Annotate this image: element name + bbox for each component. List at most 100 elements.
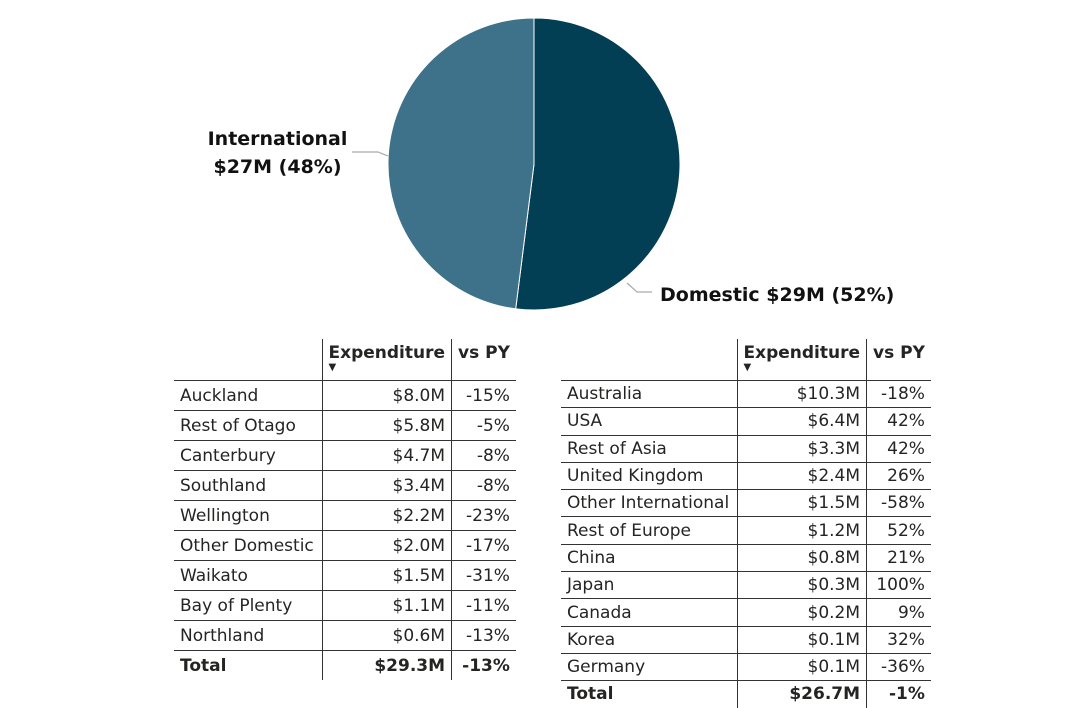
pie-svg — [352, 17, 681, 311]
international-cell-label: Japan — [561, 571, 737, 600]
international-cell-vs-py: 100% — [866, 571, 931, 600]
domestic-cell-expenditure: $3.4M — [321, 470, 452, 501]
international-table-row[interactable]: Canada $0.2M 9% — [561, 598, 931, 627]
international-cell-label: Australia — [561, 380, 737, 409]
international-cell-label: USA — [561, 407, 737, 436]
domestic-table: Expenditure ▼ vs PY Auckland $8.0M -15% Res… — [174, 339, 516, 680]
domestic-cell-expenditure: $4.7M — [321, 440, 452, 471]
domestic-cell-vs-py: -23% — [451, 500, 516, 531]
international-cell-expenditure: $1.2M — [736, 516, 867, 545]
domestic-cell-vs-py: -17% — [451, 530, 516, 561]
pie-label-international-value: $27M (48%) — [213, 156, 342, 178]
international-table: Expenditure ▼ vs PY Australia $10.3M -18% U… — [561, 339, 931, 708]
domestic-cell-label: Northland — [174, 620, 322, 651]
international-table-row[interactable]: Germany $0.1M -36% — [561, 653, 931, 682]
international-cell-vs-py: 32% — [866, 626, 931, 654]
domestic-cell-expenditure: $1.1M — [321, 590, 452, 621]
international-table-row[interactable]: China $0.8M 21% — [561, 544, 931, 573]
international-cell-label: Rest of Asia — [561, 435, 737, 463]
domestic-total-label: Total — [180, 655, 227, 676]
domestic-cell-expenditure: $2.0M — [321, 530, 452, 561]
domestic-cell-label: Canterbury — [174, 440, 322, 471]
international-table-row[interactable]: United Kingdom $2.4M 26% — [561, 462, 931, 491]
domestic-cell-label: Bay of Plenty — [174, 590, 322, 621]
domestic-total-vs-py: -13% — [451, 650, 516, 680]
domestic-table-row[interactable]: Waikato $1.5M -31% — [174, 560, 516, 591]
domestic-table-row[interactable]: Canterbury $4.7M -8% — [174, 440, 516, 471]
domestic-total-row: Total $29.3M -13% — [174, 650, 516, 680]
domestic-cell-label: Auckland — [174, 380, 322, 411]
international-cell-label: Canada — [561, 598, 737, 627]
domestic-table-row[interactable]: Other Domestic $2.0M -17% — [174, 530, 516, 561]
domestic-table-row[interactable]: Southland $3.4M -8% — [174, 470, 516, 501]
domestic-total-expenditure: $29.3M — [321, 650, 452, 680]
domestic-cell-label: Southland — [174, 470, 322, 501]
international-cell-vs-py: 26% — [866, 462, 931, 491]
leader-line-international — [352, 151, 389, 157]
international-table-row[interactable]: Other International $1.5M -58% — [561, 489, 931, 518]
domestic-cell-vs-py: -8% — [451, 440, 516, 471]
international-cell-vs-py: 42% — [866, 407, 931, 436]
domestic-table-row[interactable]: Northland $0.6M -13% — [174, 620, 516, 651]
pie-label-international-name: International — [207, 128, 348, 150]
domestic-cell-label: Wellington — [174, 500, 322, 531]
domestic-cell-vs-py: -11% — [451, 590, 516, 621]
domestic-cell-label: Other Domestic — [174, 530, 322, 561]
international-cell-label: United Kingdom — [561, 462, 737, 491]
international-cell-expenditure: $1.5M — [736, 489, 867, 518]
international-cell-expenditure: $0.1M — [736, 653, 867, 682]
international-cell-expenditure: $0.2M — [736, 598, 867, 627]
domestic-cell-vs-py: -13% — [451, 620, 516, 651]
international-cell-vs-py: -36% — [866, 653, 931, 682]
international-cell-expenditure: $0.8M — [736, 544, 867, 573]
international-table-row[interactable]: Rest of Asia $3.3M 42% — [561, 435, 931, 463]
international-cell-vs-py: 9% — [866, 598, 931, 627]
international-cell-label: Germany — [561, 653, 737, 682]
domestic-col-expenditure[interactable]: Expenditure ▼ — [321, 339, 452, 381]
domestic-col-vspy[interactable]: vs PY — [451, 339, 516, 381]
domestic-table-row[interactable]: Wellington $2.2M -23% — [174, 500, 516, 531]
international-table-row[interactable]: Korea $0.1M 32% — [561, 626, 931, 654]
pie-label-domestic: Domestic $29M (52%) — [660, 284, 895, 306]
pie-slice-domestic[interactable] — [515, 17, 681, 311]
domestic-cell-expenditure: $5.8M — [321, 410, 452, 441]
international-cell-vs-py: 21% — [866, 544, 931, 573]
international-table-row[interactable]: Rest of Europe $1.2M 52% — [561, 516, 931, 545]
international-col-expenditure[interactable]: Expenditure ▼ — [736, 339, 867, 381]
domestic-table-row[interactable]: Bay of Plenty $1.1M -11% — [174, 590, 516, 621]
international-cell-vs-py: 42% — [866, 435, 931, 463]
domestic-cell-vs-py: -31% — [451, 560, 516, 591]
international-cell-label: China — [561, 544, 737, 573]
international-table-row[interactable]: Japan $0.3M 100% — [561, 571, 931, 600]
domestic-cell-vs-py: -15% — [451, 380, 516, 411]
domestic-cell-vs-py: -8% — [451, 470, 516, 501]
international-col-country — [561, 339, 737, 381]
pie-chart: International $27M (48%) Domestic $29M (… — [0, 0, 1071, 330]
domestic-cell-expenditure: $0.6M — [321, 620, 452, 651]
international-cell-expenditure: $0.1M — [736, 626, 867, 654]
domestic-cell-expenditure: $2.2M — [321, 500, 452, 531]
international-col-vspy[interactable]: vs PY — [866, 339, 931, 381]
leader-line-domestic — [626, 282, 652, 293]
sort-desc-icon: ▼ — [743, 362, 752, 373]
international-table-row[interactable]: Australia $10.3M -18% — [561, 380, 931, 409]
domestic-cell-expenditure: $8.0M — [321, 380, 452, 411]
domestic-col-region — [174, 339, 322, 381]
international-cell-label: Other International — [561, 489, 737, 518]
domestic-table-row[interactable]: Rest of Otago $5.8M -5% — [174, 410, 516, 441]
pie-slice-international[interactable] — [387, 17, 535, 310]
international-cell-expenditure: $2.4M — [736, 462, 867, 491]
pie-label-international: International $27M (48%) — [150, 125, 405, 181]
international-cell-expenditure: $10.3M — [736, 380, 867, 409]
domestic-cell-label: Rest of Otago — [174, 410, 322, 441]
international-table-row[interactable]: USA $6.4M 42% — [561, 407, 931, 436]
international-cell-expenditure: $0.3M — [736, 571, 867, 600]
international-total-label: Total — [567, 684, 614, 705]
domestic-cell-vs-py: -5% — [451, 410, 516, 441]
international-cell-vs-py: 52% — [866, 516, 931, 545]
international-cell-expenditure: $3.3M — [736, 435, 867, 463]
domestic-cell-expenditure: $1.5M — [321, 560, 452, 591]
domestic-cell-label: Waikato — [174, 560, 322, 591]
domestic-table-row[interactable]: Auckland $8.0M -15% — [174, 380, 516, 411]
international-cell-label: Korea — [561, 626, 737, 654]
